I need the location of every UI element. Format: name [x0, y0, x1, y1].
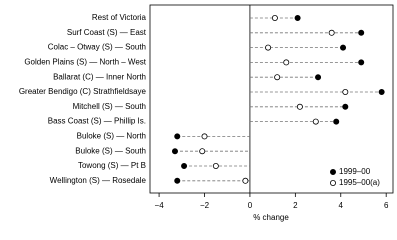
dot [174, 177, 181, 184]
category-label: Ballarat (C) — Inner North [53, 72, 146, 81]
dot [358, 59, 365, 66]
dot [328, 29, 335, 36]
x-tick-label: 2 [293, 201, 298, 210]
dot [265, 44, 272, 51]
x-tick-label: 6 [384, 201, 389, 210]
x-tick-label: 0 [248, 201, 253, 210]
dot [342, 103, 349, 110]
dot [201, 133, 208, 140]
chart: % change −4 −2 0 2 4 6 Rest of Victoria Surf Co… [19, 4, 394, 222]
plot-frame [149, 4, 394, 194]
category-label: Wellington (S) — Rosedale [50, 176, 147, 185]
x-axis-label: % change [253, 213, 289, 222]
dot [274, 74, 281, 81]
x-tick-label: −2 [200, 201, 210, 210]
category-label: Mitchell (S) — South [73, 102, 146, 111]
category-label: Bass Coast (S) — Phillip Is. [48, 117, 146, 126]
dot [242, 177, 249, 184]
category-label: Golden Plains (S) — North – West [24, 58, 146, 67]
dot [212, 162, 219, 169]
category-label: Rest of Victoria [92, 13, 147, 22]
dot [333, 118, 340, 125]
dot [312, 118, 319, 125]
dot [342, 89, 349, 96]
dot [315, 74, 322, 81]
dot [271, 14, 278, 21]
legend-label: 1995–00(a) [339, 178, 380, 187]
dot [174, 133, 181, 140]
dot [171, 148, 178, 155]
legend-marker [329, 179, 336, 186]
dot [283, 59, 290, 66]
legend-marker [329, 168, 336, 175]
dot [378, 89, 385, 96]
dot [199, 148, 206, 155]
category-label: Towong (S) — Pt B [78, 161, 146, 170]
dot [358, 29, 365, 36]
legend-label: 1999–00 [339, 167, 371, 176]
dot [340, 44, 347, 51]
dot [181, 162, 188, 169]
dot [296, 103, 303, 110]
category-label: Greater Bendigo (C) Strathfieldsaye [19, 87, 147, 96]
category-label: Buloke (S) — South [75, 146, 146, 155]
x-tick-label: 4 [339, 201, 344, 210]
category-label: Surf Coast (S) — East [67, 28, 147, 37]
category-label: Colac – Otway (S) — South [48, 43, 146, 52]
x-tick-label: −4 [155, 201, 165, 210]
category-label: Buloke (S) — North [77, 132, 146, 141]
dot [294, 14, 301, 21]
